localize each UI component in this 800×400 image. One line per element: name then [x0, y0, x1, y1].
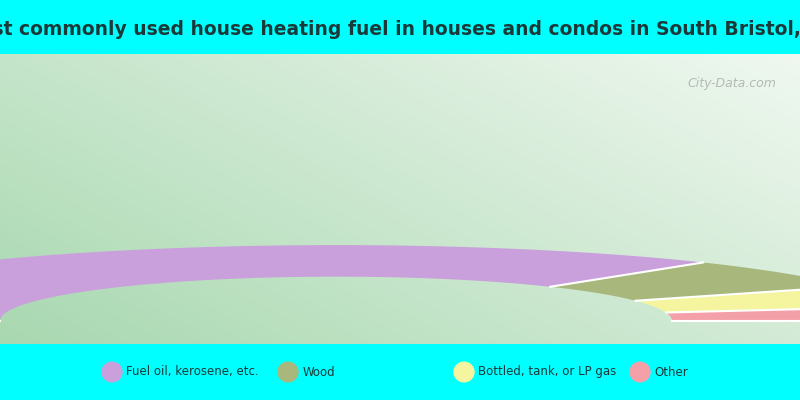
Ellipse shape: [102, 362, 122, 382]
Polygon shape: [0, 245, 703, 321]
Text: Most commonly used house heating fuel in houses and condos in South Bristol, ME: Most commonly used house heating fuel in…: [0, 20, 800, 39]
Text: Fuel oil, kerosene, etc.: Fuel oil, kerosene, etc.: [126, 366, 259, 378]
Ellipse shape: [278, 362, 298, 382]
Ellipse shape: [454, 362, 474, 382]
Text: Other: Other: [654, 366, 688, 378]
Text: Wood: Wood: [302, 366, 335, 378]
Text: City-Data.com: City-Data.com: [687, 77, 776, 90]
Polygon shape: [635, 286, 800, 312]
Ellipse shape: [630, 362, 650, 382]
Text: Bottled, tank, or LP gas: Bottled, tank, or LP gas: [478, 366, 617, 378]
Polygon shape: [666, 307, 800, 321]
Polygon shape: [550, 262, 800, 301]
